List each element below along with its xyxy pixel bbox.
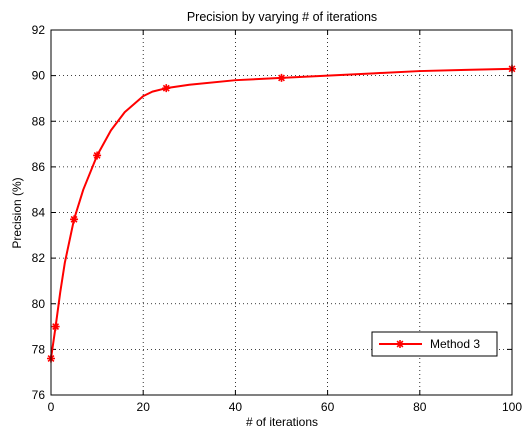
data-point-marker bbox=[93, 151, 102, 160]
legend-asterisk-icon bbox=[396, 340, 404, 348]
x-tick-label: 0 bbox=[48, 400, 55, 414]
data-point-marker bbox=[51, 322, 60, 331]
series-group bbox=[47, 64, 516, 363]
legend: Method 3 bbox=[371, 331, 498, 357]
y-tick-label: 88 bbox=[32, 114, 46, 128]
x-tick-label: 80 bbox=[413, 400, 427, 414]
y-tick-label: 92 bbox=[32, 23, 46, 37]
x-tick-label: 100 bbox=[502, 400, 522, 414]
y-tick-label: 78 bbox=[32, 342, 46, 356]
series-line bbox=[50, 67, 513, 359]
x-tick-label: 20 bbox=[137, 400, 151, 414]
y-tick-label: 76 bbox=[32, 388, 46, 402]
plot-frame bbox=[50, 29, 513, 396]
data-point-marker bbox=[277, 73, 286, 82]
y-tick-label: 84 bbox=[32, 206, 46, 220]
y-tick-label: 90 bbox=[32, 69, 46, 83]
ticks: 0 20 40 60 80 100 76 78 80 82 84 86 88 90 92 bbox=[32, 23, 523, 414]
data-point-marker bbox=[70, 215, 79, 224]
y-tick-label: 86 bbox=[32, 160, 46, 174]
chart-title: Precision by varying # of iterations bbox=[187, 10, 377, 24]
x-tick-label: 40 bbox=[229, 400, 243, 414]
x-tick-label: 60 bbox=[321, 400, 335, 414]
x-axis-label: # of iterations bbox=[246, 415, 318, 429]
y-axis-label: Precision (%) bbox=[10, 177, 24, 248]
legend-label: Method 3 bbox=[430, 337, 480, 351]
legend-marker bbox=[396, 340, 404, 348]
y-tick-label: 80 bbox=[32, 297, 46, 311]
y-tick-label: 82 bbox=[32, 251, 46, 265]
data-point-marker bbox=[162, 84, 171, 93]
